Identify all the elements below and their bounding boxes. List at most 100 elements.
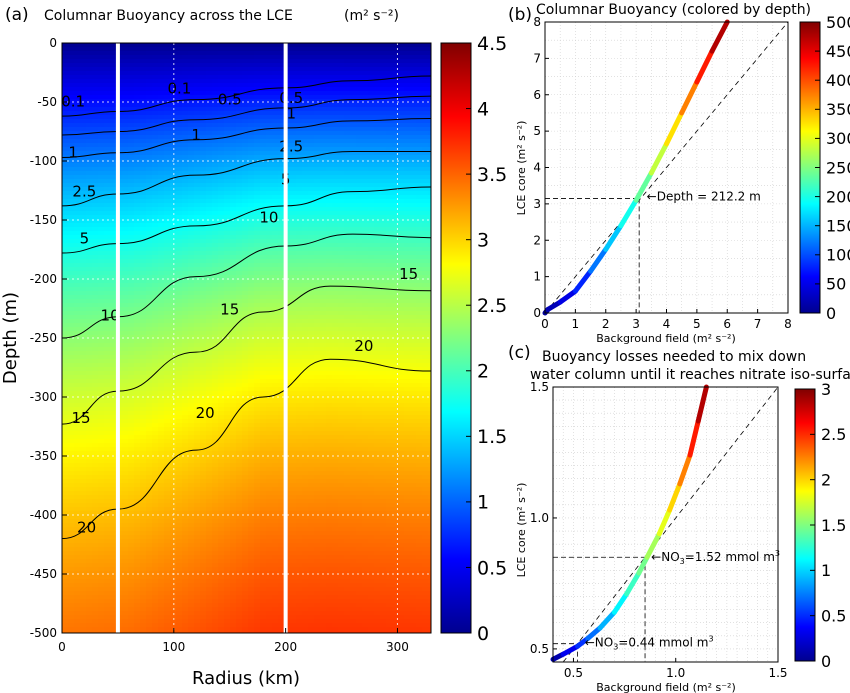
y-tick-label: 8 — [533, 15, 541, 29]
colorbar-tick-label: 4.5 — [477, 33, 507, 55]
panel-a-xlabel: Radius (km) — [192, 668, 300, 689]
contour-label: 20 — [77, 519, 96, 537]
y-tick-label: 5 — [533, 124, 541, 138]
colorbar-tick-label: 50 — [826, 275, 846, 294]
y-tick-label: 0.5 — [530, 642, 549, 656]
contour-label: 10 — [101, 306, 120, 324]
x-tick-label: 1 — [572, 317, 580, 331]
buoyancy-loss-curve-segment — [656, 507, 673, 537]
contour-line-15 — [62, 285, 431, 425]
contour-label: 15 — [220, 300, 239, 318]
y-tick-label: 6 — [533, 88, 541, 102]
x-tick-label: 2 — [602, 317, 610, 331]
y-tick-label: 3 — [533, 197, 541, 211]
contour-label: 15 — [399, 265, 418, 283]
contour-label: 20 — [196, 404, 215, 422]
contour-label: 1 — [68, 143, 78, 161]
panel-c-xlabel: Background field (m² s⁻²) — [596, 681, 736, 693]
panel-c-title-line-1: Buoyancy losses needed to mix down — [542, 349, 806, 365]
x-tick-label: 5 — [693, 317, 701, 331]
panel-a-colorbar-ticks: 0 0.5 1 1.5 2 2.5 3 3.5 4 4.5 — [466, 33, 507, 645]
colorbar-tick-label: 2 — [477, 361, 489, 383]
colorbar-tick-label: 1 — [821, 561, 831, 580]
buoyancy-loss-curve-segment — [636, 554, 650, 576]
contour-label: 1 — [191, 126, 201, 144]
panel-a-title: Columnar Buoyancy across the LCE — [44, 8, 293, 24]
panel-a-markers — [115, 43, 288, 633]
y-tick-label: -350 — [30, 449, 57, 463]
buoyancy-loss-curve-segment — [585, 625, 603, 641]
colorbar-tick-label: 0 — [821, 652, 831, 671]
y-tick-label: -500 — [30, 626, 57, 640]
buoyancy-curve-segment — [648, 141, 669, 176]
panel-b-ylabel: LCE core (m² s⁻²) — [515, 121, 528, 216]
colorbar-tick-label: 400 — [826, 71, 850, 90]
x-tick-label: 300 — [386, 640, 409, 654]
buoyancy-loss-curve-segment — [677, 452, 693, 487]
panel-b-xlabel: Background field (m² s⁻²) — [596, 332, 736, 345]
panel-b: (b) Columnar Buoyancy (colored by depth)… — [508, 2, 850, 345]
contour-label: 15 — [71, 409, 90, 427]
colorbar-tick-label: 0.5 — [477, 557, 507, 579]
buoyancy-loss-curve-segment — [560, 643, 581, 657]
one-to-one-line — [544, 21, 789, 314]
colorbar-tick-label: 0 — [826, 304, 836, 323]
x-tick-label: 0.5 — [564, 666, 583, 680]
x-tick-label: 6 — [723, 317, 731, 331]
contour-line-2.5 — [62, 151, 431, 207]
colorbar-tick-label: 2 — [821, 470, 831, 489]
x-tick-label: 7 — [754, 317, 762, 331]
x-tick-label: 8 — [784, 317, 792, 331]
colorbar-tick-label: 1.5 — [821, 516, 846, 535]
x-tick-label: 4 — [663, 317, 671, 331]
buoyancy-loss-curve-segment — [667, 481, 683, 513]
buoyancy-loss-curve-segment — [644, 531, 662, 560]
buoyancy-curve-segment — [557, 288, 578, 305]
panel-c-frame — [552, 386, 779, 663]
panel-b-label: (b) — [508, 5, 532, 25]
colorbar-tick-label: 350 — [826, 100, 850, 119]
colorbar-tick-label: 2.5 — [821, 425, 846, 444]
panel-c: (c) Buoyancy losses needed to mix down w… — [508, 343, 850, 693]
y-tick-label: 7 — [533, 51, 541, 65]
contour-label: 0.1 — [61, 93, 85, 111]
y-tick-label: -300 — [30, 390, 57, 404]
panel-a: (a) Columnar Buoyancy across the LCE (m²… — [0, 5, 507, 689]
buoyancy-curve-segment — [664, 110, 685, 147]
colorbar-tick-label: 100 — [826, 246, 850, 265]
contour-label: 2.5 — [279, 138, 303, 156]
buoyancy-loss-curve-segment — [687, 418, 701, 458]
panel-a-ylabel: Depth (m) — [0, 292, 21, 384]
colorbar-tick-label: 1 — [477, 492, 489, 514]
contour-label: 10 — [259, 208, 278, 226]
colorbar-tick-label: 500 — [826, 13, 850, 32]
contour-label: 1 — [286, 105, 296, 123]
y-tick-label: -150 — [30, 213, 57, 227]
panel-b-ticks: 0 1 2 3 4 5 6 7 8 0 1 2 3 4 5 6 7 8 — [533, 15, 791, 331]
buoyancy-curve-segment — [588, 246, 609, 274]
buoyancy-curve-segment — [709, 19, 730, 54]
buoyancy-curve-segment — [679, 79, 700, 116]
y-tick-label: 1.5 — [530, 380, 549, 394]
x-tick-label: 0 — [541, 317, 549, 331]
one-to-one-line — [562, 386, 779, 663]
buoyancy-loss-curve-segment — [624, 570, 642, 597]
buoyancy-curve-segment — [618, 197, 639, 229]
y-tick-label: 2 — [533, 233, 541, 247]
panel-c-plot: ←NO3=0.44 mmol m3 ←NO3=1.52 mmol m3 — [550, 384, 780, 663]
panel-b-grid — [545, 22, 788, 313]
nitrate-annotation-1: ←NO3=0.44 mmol m3 — [585, 634, 714, 651]
colorbar-tick-label: 200 — [826, 187, 850, 206]
x-tick-label: 100 — [162, 640, 185, 654]
panel-a-label: (a) — [5, 5, 29, 25]
buoyancy-curve-segment — [694, 48, 715, 85]
contour-label: 20 — [354, 337, 373, 355]
y-tick-label: -250 — [30, 331, 57, 345]
y-tick-label: -200 — [30, 272, 57, 286]
buoyancy-curve-segment — [603, 223, 624, 252]
colorbar-tick-label: 250 — [826, 158, 850, 177]
panel-c-title-line-2: water column until it reaches nitrate is… — [530, 367, 850, 383]
y-tick-label: -100 — [30, 154, 57, 168]
x-tick-label: 3 — [632, 317, 640, 331]
